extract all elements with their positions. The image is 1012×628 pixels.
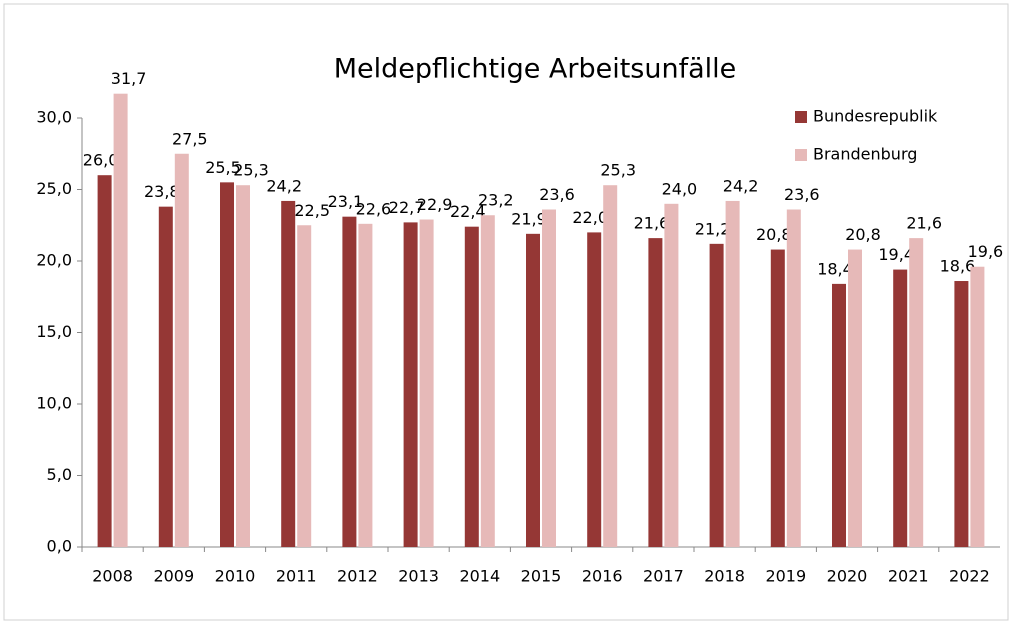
bar <box>220 182 234 547</box>
bar <box>709 243 724 547</box>
bar <box>97 175 112 547</box>
bar <box>403 222 418 547</box>
data-label: 19,4 <box>878 245 914 264</box>
x-tick-label: 2019 <box>765 567 806 586</box>
data-label: 25,3 <box>600 161 636 180</box>
data-label: 23,2 <box>478 191 514 210</box>
data-label: 22,7 <box>389 198 425 217</box>
data-label: 23,6 <box>784 185 820 204</box>
data-label: 21,9 <box>511 209 547 228</box>
bar <box>542 209 556 547</box>
bar <box>526 233 540 547</box>
bar <box>419 219 434 547</box>
legend-label: Bundesrepublik <box>813 107 938 126</box>
data-label: 31,7 <box>111 69 147 88</box>
x-tick-label: 2022 <box>949 567 990 586</box>
data-label: 21,2 <box>695 219 731 238</box>
bar <box>236 185 250 547</box>
data-label: 22,0 <box>572 208 608 227</box>
data-label: 26,0 <box>83 151 119 170</box>
bar <box>480 215 495 548</box>
bar <box>954 281 969 547</box>
bar <box>664 203 679 548</box>
y-tick-label: 15,0 <box>36 322 72 341</box>
data-label: 24,0 <box>662 179 698 198</box>
data-label: 18,4 <box>817 259 853 278</box>
bar <box>909 238 924 547</box>
y-tick-label: 25,0 <box>36 179 72 198</box>
bar <box>648 238 663 547</box>
bar <box>587 232 602 547</box>
y-tick-label: 20,0 <box>36 251 72 270</box>
bar <box>158 206 173 547</box>
x-tick-label: 2011 <box>276 567 317 586</box>
data-label: 23,8 <box>144 182 180 201</box>
data-label: 27,5 <box>172 129 208 148</box>
x-tick-label: 2016 <box>582 567 623 586</box>
bar <box>786 209 801 547</box>
data-label: 24,2 <box>723 176 759 195</box>
bar <box>281 200 296 547</box>
data-label: 21,6 <box>906 214 942 233</box>
y-tick-label: 30,0 <box>36 108 72 127</box>
y-tick-label: 10,0 <box>36 394 72 413</box>
bar <box>970 266 985 547</box>
chart-title: Meldepflichtige Arbeitsunfälle <box>334 54 737 85</box>
data-label: 22,5 <box>294 201 330 220</box>
data-label: 20,8 <box>845 225 881 244</box>
data-label: 25,3 <box>233 161 269 180</box>
bar <box>174 153 189 547</box>
data-label: 19,6 <box>968 242 1004 261</box>
bar <box>770 249 785 547</box>
x-tick-label: 2014 <box>459 567 500 586</box>
x-tick-label: 2009 <box>153 567 194 586</box>
bar <box>464 226 479 547</box>
data-label: 20,8 <box>756 225 792 244</box>
data-label: 18,6 <box>940 257 976 276</box>
x-tick-label: 2010 <box>215 567 256 586</box>
bar <box>725 200 740 547</box>
x-tick-label: 2008 <box>92 567 133 586</box>
y-tick-label: 0,0 <box>47 537 72 556</box>
x-tick-label: 2013 <box>398 567 439 586</box>
x-tick-label: 2015 <box>521 567 562 586</box>
x-tick-label: 2021 <box>888 567 929 586</box>
bar <box>358 223 373 547</box>
bar <box>297 225 312 547</box>
data-label: 24,2 <box>266 176 302 195</box>
bar <box>603 185 618 547</box>
bar <box>832 283 846 547</box>
legend-label: Brandenburg <box>813 145 917 164</box>
data-label: 22,9 <box>417 195 453 214</box>
x-tick-label: 2018 <box>704 567 745 586</box>
data-label: 22,6 <box>356 199 392 218</box>
data-label: 22,4 <box>450 202 486 221</box>
bar <box>848 249 862 547</box>
bar <box>342 216 357 548</box>
legend-swatch <box>795 111 807 123</box>
x-tick-label: 2020 <box>827 567 868 586</box>
legend-swatch <box>795 149 807 161</box>
x-tick-label: 2017 <box>643 567 684 586</box>
data-label: 23,1 <box>328 192 364 211</box>
data-label: 23,6 <box>539 185 575 204</box>
y-tick-label: 5,0 <box>47 465 72 484</box>
x-tick-label: 2012 <box>337 567 378 586</box>
bar <box>893 269 908 547</box>
data-label: 25,5 <box>205 158 241 177</box>
bar <box>113 93 128 547</box>
data-label: 21,6 <box>634 214 670 233</box>
